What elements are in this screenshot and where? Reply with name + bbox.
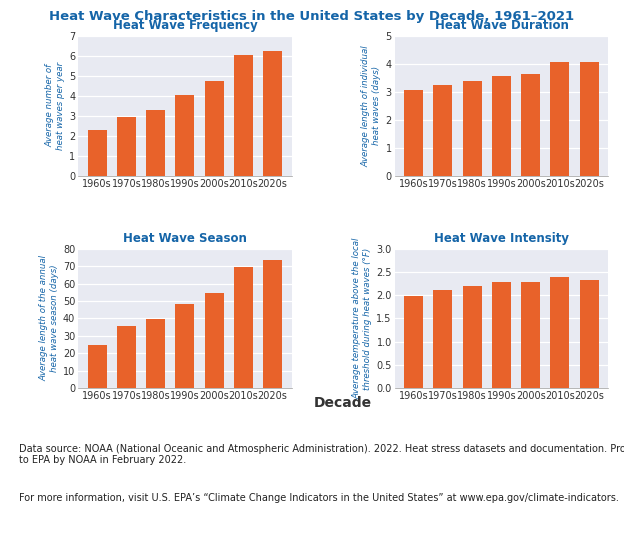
Bar [234, 267, 253, 388]
Bar [263, 51, 282, 176]
Text: Heat Wave Characteristics in the United States by Decade, 1961–2021: Heat Wave Characteristics in the United … [49, 10, 575, 23]
Bar [580, 280, 598, 388]
Bar [463, 286, 482, 388]
Bar [117, 326, 136, 388]
Bar [88, 131, 107, 176]
Bar [263, 260, 282, 388]
Bar [175, 304, 195, 388]
Title: Heat Wave Intensity: Heat Wave Intensity [434, 231, 569, 245]
Bar [404, 90, 423, 176]
Bar [146, 110, 165, 176]
Text: Decade: Decade [314, 396, 373, 409]
Bar [205, 293, 223, 388]
Y-axis label: Average length of the annual
heat wave season (days): Average length of the annual heat wave s… [39, 256, 59, 381]
Bar [521, 74, 540, 176]
Bar [117, 117, 136, 176]
Bar [205, 81, 223, 176]
Bar [404, 296, 423, 388]
Y-axis label: Average temperature above the local
threshold during heat waves (°F): Average temperature above the local thre… [353, 238, 372, 399]
Bar [492, 77, 511, 176]
Bar [550, 278, 570, 388]
Bar [521, 282, 540, 388]
Bar [434, 85, 452, 176]
Text: Data source: NOAA (National Oceanic and Atmospheric Administration). 2022. Heat : Data source: NOAA (National Oceanic and … [19, 444, 624, 465]
Y-axis label: Average number of
heat waves per year: Average number of heat waves per year [46, 62, 65, 150]
Bar [175, 95, 195, 176]
Y-axis label: Average length of individual
heat waves (days): Average length of individual heat waves … [362, 45, 381, 166]
Title: Heat Wave Frequency: Heat Wave Frequency [112, 19, 257, 32]
Bar [434, 290, 452, 388]
Bar [580, 62, 598, 176]
Text: For more information, visit U.S. EPA’s “Climate Change Indicators in the United : For more information, visit U.S. EPA’s “… [19, 493, 618, 503]
Bar [550, 62, 570, 176]
Bar [492, 282, 511, 388]
Bar [463, 80, 482, 176]
Bar [88, 345, 107, 388]
Bar [234, 55, 253, 176]
Title: Heat Wave Season: Heat Wave Season [123, 231, 247, 245]
Bar [146, 320, 165, 388]
Title: Heat Wave Duration: Heat Wave Duration [434, 19, 568, 32]
